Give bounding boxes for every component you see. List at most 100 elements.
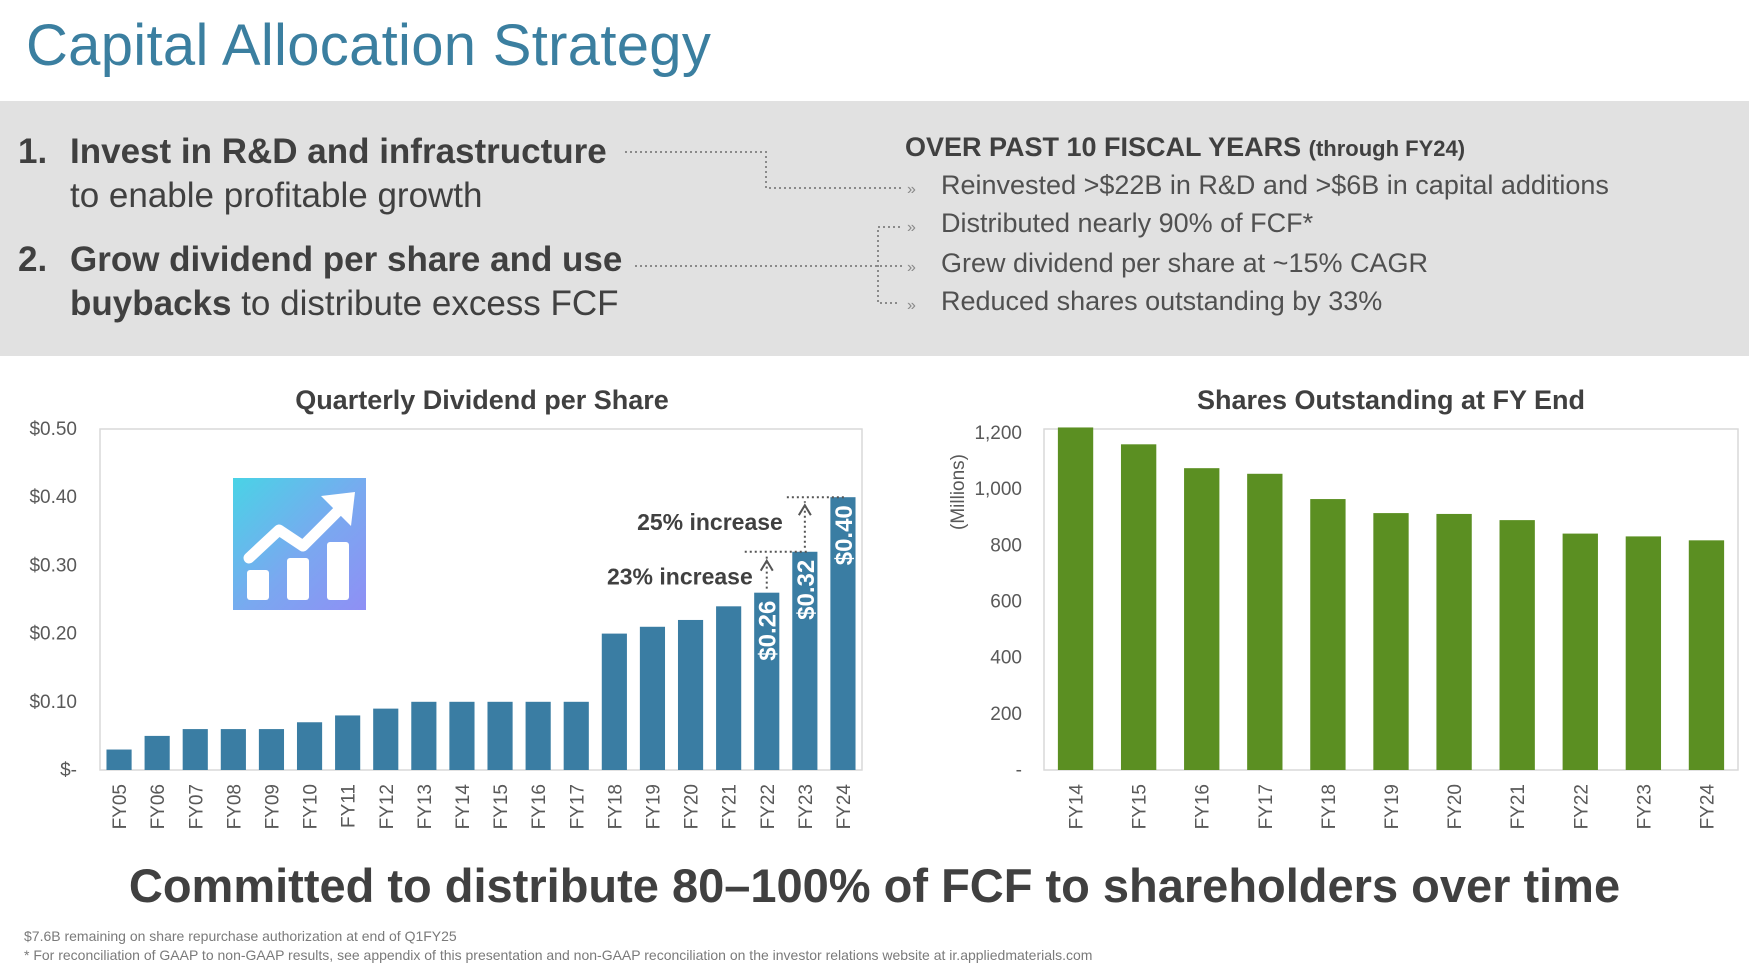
- annotation-label: 25% increase: [637, 509, 783, 535]
- y-tick-label: $0.10: [29, 692, 77, 713]
- y-tick-label: 800: [990, 535, 1022, 556]
- x-tick-label: FY05: [110, 784, 131, 829]
- bar: [1499, 520, 1535, 770]
- x-tick-label: FY19: [1382, 784, 1403, 829]
- dividend-chart-title: Quarterly Dividend per Share: [295, 385, 669, 415]
- commitment-statement: Committed to distribute 80–100% of FCF t…: [128, 859, 1621, 912]
- bar: [1688, 540, 1725, 770]
- arrow-up-icon: [797, 503, 812, 516]
- y-tick-label: $-: [60, 760, 77, 781]
- x-tick-label: FY17: [1256, 784, 1277, 829]
- x-tick-label: FY16: [529, 784, 550, 829]
- footnote: $7.6B remaining on share repurchase auth…: [24, 928, 457, 944]
- bar: [525, 701, 551, 770]
- bar: [1310, 499, 1346, 770]
- bar: [1562, 533, 1598, 770]
- bar: [677, 619, 704, 770]
- bar: [1373, 513, 1409, 770]
- plot-frame: [99, 428, 863, 771]
- x-tick-label: FY07: [186, 784, 207, 829]
- x-tick-label: FY20: [682, 784, 703, 829]
- x-tick-label: FY14: [1067, 784, 1088, 830]
- x-tick-label: FY12: [377, 784, 398, 829]
- x-tick-label: FY22: [1571, 784, 1592, 829]
- strategy-item-2-detail: to distribute excess FCF: [231, 284, 619, 323]
- x-tick-label: FY11: [339, 784, 360, 828]
- page-title: Capital Allocation Strategy: [26, 13, 712, 78]
- x-tick-label: FY17: [567, 784, 588, 829]
- bar: [373, 708, 399, 770]
- y-tick-label: 600: [990, 592, 1022, 613]
- x-tick-label: FY10: [301, 784, 322, 829]
- strategy-item-1: 1. Invest in R&D and infrastructure to en…: [18, 130, 607, 218]
- y-tick-label: $0.40: [29, 487, 77, 508]
- bar: [1120, 444, 1157, 770]
- x-tick-label: FY14: [453, 784, 474, 830]
- bar: [220, 729, 246, 770]
- bar-value-label: $0.26: [755, 601, 782, 661]
- x-tick-label: FY24: [834, 784, 855, 830]
- shares-chart-title: Shares Outstanding at FY End: [1196, 385, 1586, 415]
- x-tick-label: FY18: [605, 784, 626, 829]
- bar: [144, 735, 170, 770]
- bar: [335, 715, 361, 770]
- y-tick-label: 200: [990, 704, 1022, 725]
- x-tick-label: FY22: [758, 784, 779, 829]
- x-tick-label: FY20: [1445, 784, 1466, 829]
- x-tick-label: FY08: [224, 784, 245, 829]
- bar: [182, 729, 208, 770]
- strategy-item-2-heading: Grow dividend per share and use: [70, 240, 623, 279]
- x-tick-label: FY24: [1697, 784, 1718, 830]
- y-tick-label: 400: [990, 648, 1022, 669]
- annotation-label: 23% increase: [607, 564, 753, 590]
- y-axis-label: (Millions): [948, 454, 969, 530]
- chart-growth-logo-icon: [233, 478, 366, 610]
- y-tick-label: $0.50: [29, 419, 77, 440]
- bar: [1184, 468, 1220, 770]
- past-bullet: Reduced shares outstanding by 33%: [941, 286, 1383, 316]
- strategy-item-1-detail: to enable profitable growth: [70, 176, 483, 215]
- x-tick-label: FY21: [720, 784, 741, 829]
- bar: [563, 701, 589, 770]
- x-tick-label: FY21: [1508, 784, 1529, 829]
- x-tick-label: FY15: [1130, 784, 1151, 829]
- x-tick-label: FY16: [1193, 784, 1214, 829]
- bar: [716, 606, 742, 770]
- bar: [1625, 536, 1662, 770]
- y-tick-label: -: [1016, 760, 1022, 781]
- bar: [258, 729, 285, 770]
- strategy-item-2-number: 2.: [18, 240, 48, 279]
- bar-value-label: $0.32: [793, 560, 820, 620]
- x-tick-label: FY18: [1319, 784, 1340, 829]
- x-tick-label: FY13: [415, 784, 436, 829]
- past-bullet: Reinvested >$22B in R&D and >$6B in capi…: [941, 170, 1609, 200]
- past-bullet: Distributed nearly 90% of FCF*: [941, 208, 1314, 238]
- bar: [487, 701, 513, 770]
- strategy-band: [0, 101, 1749, 356]
- past-years-heading-main: OVER PAST 10 FISCAL YEARS: [905, 132, 1302, 162]
- strategy-item-2: 2. Grow dividend per share and use buybac…: [18, 238, 622, 326]
- strategy-item-1-number: 1.: [18, 132, 48, 171]
- bar: [106, 749, 132, 770]
- bar-value-label: $0.40: [831, 505, 858, 565]
- footnote: * For reconciliation of GAAP to non-GAAP…: [24, 947, 1093, 963]
- x-tick-label: FY19: [643, 784, 664, 829]
- bar: [601, 633, 627, 770]
- bar: [1247, 473, 1283, 770]
- y-tick-label: $0.20: [29, 624, 77, 645]
- past-years-heading: OVER PAST 10 FISCAL YEARS (through FY24): [905, 132, 1465, 163]
- bar: [449, 701, 475, 770]
- x-tick-label: FY23: [1634, 784, 1655, 829]
- bar: [1057, 427, 1094, 770]
- bar: [792, 551, 818, 770]
- x-tick-label: FY15: [491, 784, 512, 829]
- strategy-item-2-heading-cont: buybacks: [70, 284, 232, 323]
- x-tick-label: FY09: [262, 784, 283, 829]
- x-tick-label: FY06: [148, 784, 169, 829]
- x-tick-label: FY23: [796, 784, 817, 829]
- past-years-heading-sub: (through FY24): [1308, 136, 1466, 161]
- bar: [1436, 513, 1472, 770]
- bar: [639, 626, 666, 770]
